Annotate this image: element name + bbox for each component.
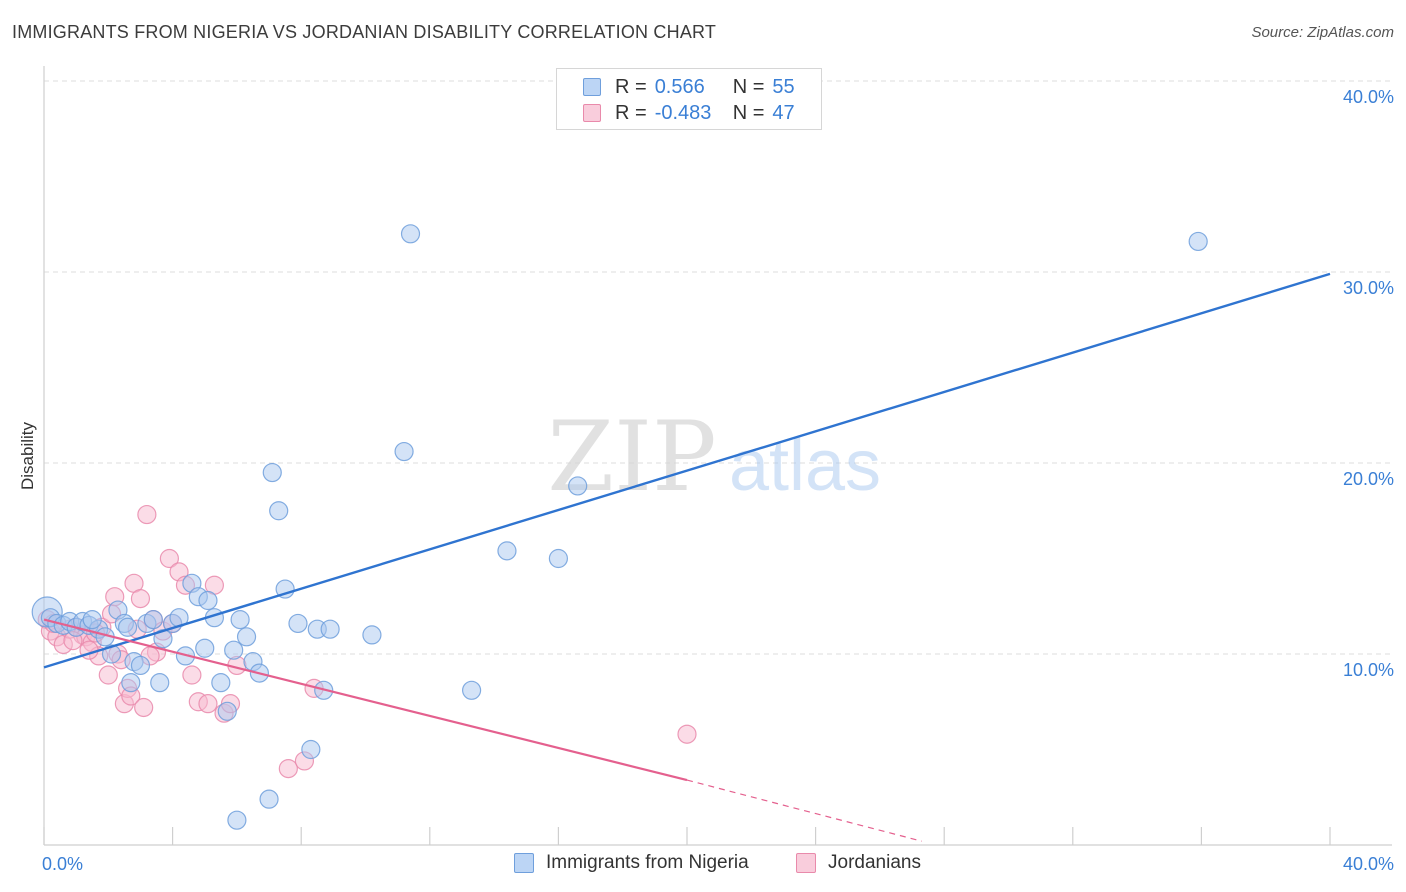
- nigeria-point: [211, 673, 231, 693]
- nigeria-point: [461, 680, 482, 700]
- watermark-atlas: atlas: [729, 426, 881, 506]
- nigeria-trend-line: [43, 272, 1331, 669]
- source-label: Source: ZipAtlas.com: [1251, 24, 1394, 41]
- jordanians-trend-extension: [686, 779, 922, 842]
- nigeria-point: [568, 476, 588, 496]
- nigeria-point: [269, 501, 289, 521]
- r-value: -0.483: [654, 101, 712, 124]
- jordanians-point: [98, 665, 118, 685]
- nigeria-point: [198, 590, 218, 611]
- legend-label: Immigrants from Nigeria: [546, 852, 749, 873]
- jordanians-point: [137, 504, 157, 525]
- y-tick-label: 30.0%: [1343, 278, 1394, 298]
- nigeria-point: [101, 644, 122, 664]
- nigeria-point: [195, 638, 215, 658]
- x-tick-label-min: 0.0%: [42, 854, 83, 874]
- y-tick-label: 40.0%: [1343, 87, 1394, 107]
- series-legend: Immigrants from Nigeria Jordanians: [0, 852, 1406, 878]
- grid: [44, 80, 1392, 655]
- jordanians-point: [198, 694, 218, 714]
- y-tick-label: 20.0%: [1343, 469, 1394, 489]
- nigeria-point: [1188, 231, 1208, 252]
- nigeria-point: [548, 548, 569, 569]
- nigeria-point: [262, 462, 282, 483]
- nigeria-point: [130, 655, 151, 676]
- correlation-legend: R = 0.566 N = 55 R = -0.483 N = 47: [556, 68, 822, 130]
- r-label: R =: [615, 75, 647, 98]
- x-tick-label-max: 40.0%: [1343, 854, 1394, 874]
- legend-row-nigeria: R = 0.566 N = 55: [583, 74, 795, 100]
- nigeria-point: [400, 224, 421, 244]
- nigeria-point: [288, 613, 308, 634]
- jordanians-point: [130, 589, 151, 609]
- jordanians-point: [278, 758, 298, 779]
- pink-swatch: [796, 853, 816, 873]
- blue-swatch: [514, 853, 534, 873]
- nigeria-point: [236, 627, 257, 647]
- nigeria-point: [82, 610, 102, 630]
- legend-row-jordanians: R = -0.483 N = 47: [583, 100, 795, 126]
- trend-lines: [43, 272, 1331, 842]
- nigeria-point: [153, 629, 173, 649]
- watermark-zip: ZIP: [547, 401, 716, 513]
- nigeria-points: [31, 224, 1208, 830]
- y-tick-label: 10.0%: [1343, 660, 1394, 680]
- nigeria-point: [217, 701, 237, 721]
- nigeria-point: [150, 673, 170, 693]
- nigeria-point: [227, 810, 247, 830]
- n-value: 55: [772, 75, 795, 98]
- nigeria-point: [497, 541, 517, 561]
- r-label: R =: [615, 101, 647, 124]
- nigeria-point: [121, 673, 141, 693]
- nigeria-point: [259, 789, 279, 809]
- nigeria-point: [394, 441, 414, 462]
- jordanians-point: [159, 548, 179, 569]
- nigeria-point: [275, 579, 295, 599]
- n-value: 47: [772, 101, 795, 124]
- n-label: N =: [732, 75, 765, 98]
- nigeria-point: [224, 640, 244, 660]
- nigeria-point: [301, 739, 321, 760]
- legend-item-jordanians[interactable]: Jordanians: [796, 852, 921, 874]
- n-label: N =: [732, 101, 765, 124]
- nigeria-point: [320, 619, 340, 639]
- legend-label: Jordanians: [828, 852, 921, 873]
- jordanians-point: [182, 665, 202, 685]
- y-axis-label: Disability: [18, 421, 37, 491]
- nigeria-point: [230, 610, 250, 630]
- pink-swatch: [583, 104, 601, 122]
- legend-item-nigeria[interactable]: Immigrants from Nigeria: [514, 852, 749, 874]
- blue-swatch: [583, 78, 601, 96]
- tick-labels: 10.0% 20.0% 30.0% 40.0% 0.0% 40.0%: [42, 87, 1394, 874]
- nigeria-point: [143, 610, 163, 630]
- watermark: ZIP atlas: [547, 401, 881, 513]
- nigeria-point: [362, 625, 382, 645]
- chart-title: IMMIGRANTS FROM NIGERIA VS JORDANIAN DIS…: [12, 22, 717, 42]
- axes: [43, 66, 1392, 846]
- jordanians-point: [677, 724, 697, 744]
- nigeria-point: [117, 617, 138, 637]
- r-value: 0.566: [654, 75, 705, 98]
- jordanians-trend-line: [43, 618, 688, 782]
- jordanians-point: [134, 697, 154, 718]
